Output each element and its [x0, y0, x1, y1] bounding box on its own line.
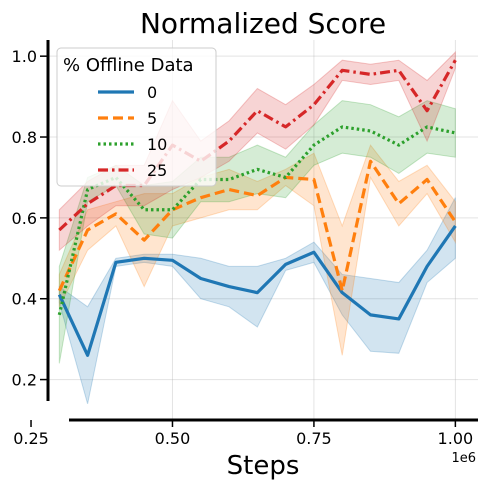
legend-label-0: 0 [147, 83, 157, 102]
series-line-10 [57, 125, 456, 316]
x-offset-label: 1e6 [451, 451, 476, 466]
x-tick-label: 0.25 [13, 429, 49, 448]
y-tick-label: 1.0 [12, 47, 37, 66]
y-tick-label: 0.8 [12, 128, 37, 147]
confidence-bands [58, 50, 456, 404]
series-line-5 [57, 159, 457, 293]
legend-box [56, 47, 217, 187]
legend-label-10: 10 [147, 135, 167, 154]
series-line-25 [58, 59, 457, 232]
legend-title: % Offline Data [63, 55, 194, 76]
y-tick-label: 0.6 [12, 209, 37, 228]
band-0 [58, 197, 456, 404]
x-ticks: 0.25 0.50 0.75 1.00 [13, 420, 473, 448]
legend-label-25: 25 [147, 161, 167, 180]
y-tick-label: 0.2 [12, 371, 37, 390]
chart-title: Normalized Score [140, 7, 386, 40]
y-tick-label: 0.4 [12, 290, 37, 309]
x-tick-label: 0.50 [155, 429, 191, 448]
legend: % Offline Data 0 5 10 25 [56, 47, 217, 187]
x-tick-label: 0.75 [296, 429, 332, 448]
series-lines [57, 59, 457, 357]
legend-items: 0 5 10 25 [98, 83, 167, 180]
legend-label-5: 5 [147, 109, 157, 128]
series-line-0 [57, 225, 457, 357]
x-axis-label: Steps [227, 451, 300, 481]
x-tick-label: 1.00 [438, 429, 474, 448]
y-ticks: 0.2 0.4 0.6 0.8 1.0 [12, 47, 48, 390]
